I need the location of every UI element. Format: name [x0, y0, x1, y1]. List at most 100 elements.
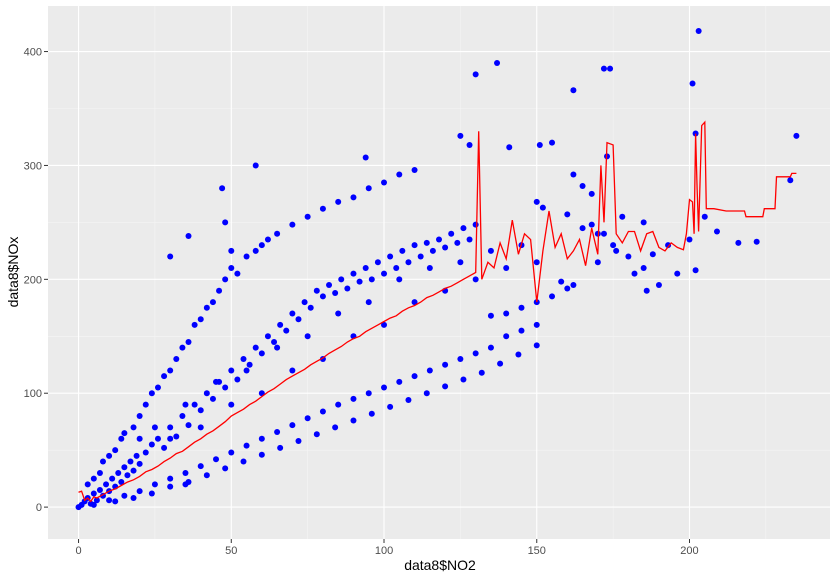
- data-point: [426, 367, 433, 374]
- data-point: [213, 456, 220, 463]
- data-point: [368, 276, 375, 283]
- data-point: [258, 242, 265, 249]
- plot-panel: [48, 6, 830, 539]
- data-point: [185, 233, 192, 240]
- data-point: [332, 424, 339, 431]
- y-tick-label: 400: [24, 47, 42, 59]
- data-point: [167, 475, 174, 482]
- data-point: [148, 490, 155, 497]
- data-point: [301, 299, 308, 306]
- data-point: [173, 356, 180, 363]
- data-point: [295, 316, 302, 323]
- data-point: [640, 264, 647, 271]
- data-point: [182, 401, 189, 408]
- data-point: [136, 435, 143, 442]
- data-point: [228, 367, 235, 374]
- data-point: [313, 431, 320, 438]
- data-point: [365, 299, 372, 306]
- data-point: [399, 247, 406, 254]
- data-point: [692, 130, 699, 137]
- data-point: [564, 211, 571, 218]
- x-axis-ticks: 0 50 100 150 200: [75, 539, 699, 557]
- data-point: [252, 247, 259, 254]
- data-point: [115, 469, 122, 476]
- data-point: [600, 65, 607, 72]
- grid-minor: [48, 6, 830, 539]
- data-point: [607, 65, 614, 72]
- data-point: [503, 310, 510, 317]
- data-point: [277, 444, 284, 451]
- data-point: [289, 310, 296, 317]
- data-point: [558, 278, 565, 285]
- data-point: [274, 230, 281, 237]
- data-point: [240, 356, 247, 363]
- data-point: [258, 451, 265, 458]
- data-point: [619, 213, 626, 220]
- data-point: [304, 333, 311, 340]
- data-point: [112, 498, 119, 505]
- data-point: [130, 467, 137, 474]
- y-axis-title: data8$NOx: [5, 237, 21, 308]
- scatter-points: [75, 28, 800, 511]
- data-point: [335, 198, 342, 205]
- data-point: [533, 342, 540, 349]
- data-point: [442, 244, 449, 251]
- data-point: [243, 367, 250, 374]
- data-point: [274, 428, 281, 435]
- x-tick-label: 50: [225, 545, 237, 557]
- data-point: [457, 259, 464, 266]
- data-point: [209, 299, 216, 306]
- data-point: [411, 373, 418, 380]
- x-axis-title: data8$NO2: [404, 557, 476, 573]
- data-point: [457, 132, 464, 139]
- data-point: [411, 299, 418, 306]
- data-point: [631, 270, 638, 277]
- data-point: [274, 344, 281, 351]
- data-point: [692, 267, 699, 274]
- data-point: [643, 287, 650, 294]
- data-point: [277, 321, 284, 328]
- data-point: [429, 247, 436, 254]
- data-point: [136, 413, 143, 419]
- data-point: [411, 167, 418, 173]
- y-tick-label: 0: [36, 502, 42, 514]
- data-point: [411, 242, 418, 249]
- data-point: [124, 472, 131, 479]
- data-point: [112, 447, 119, 454]
- data-point: [271, 338, 278, 345]
- data-point: [362, 264, 369, 271]
- data-point: [466, 141, 473, 148]
- data-point: [130, 495, 137, 501]
- y-axis-ticks: 0 100 200 300 400: [24, 47, 48, 514]
- data-point: [570, 171, 577, 178]
- data-point: [148, 441, 155, 448]
- data-point: [533, 198, 540, 205]
- data-point: [503, 264, 510, 271]
- data-point: [533, 321, 540, 328]
- data-point: [313, 287, 320, 294]
- data-point: [350, 194, 357, 201]
- data-point: [142, 401, 149, 408]
- data-point: [381, 384, 388, 391]
- data-point: [487, 312, 494, 319]
- data-point: [472, 350, 479, 357]
- data-point: [258, 350, 265, 357]
- data-point: [610, 242, 617, 249]
- data-point: [203, 472, 210, 479]
- data-point: [787, 177, 794, 184]
- data-point: [319, 293, 326, 300]
- data-point: [319, 205, 326, 212]
- data-point: [148, 390, 155, 397]
- data-point: [487, 247, 494, 254]
- data-point: [93, 497, 100, 504]
- data-point: [533, 259, 540, 266]
- data-point: [426, 264, 433, 271]
- data-point: [494, 59, 501, 66]
- data-point: [295, 438, 302, 445]
- data-point: [515, 351, 522, 358]
- data-point: [356, 278, 363, 285]
- data-point: [191, 321, 198, 328]
- data-point: [625, 253, 632, 260]
- data-point: [503, 333, 510, 340]
- data-point: [258, 435, 265, 442]
